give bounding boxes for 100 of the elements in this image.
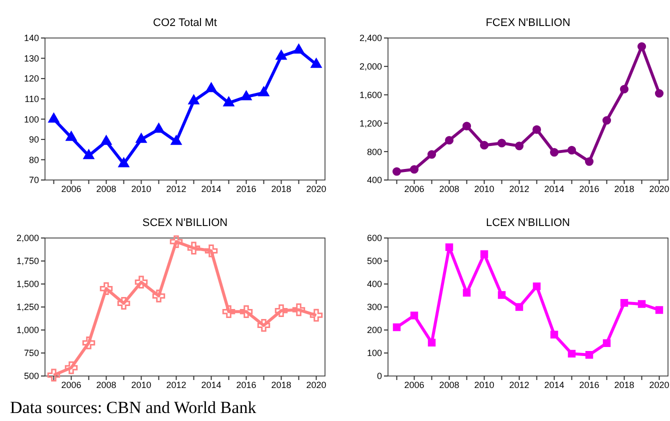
x-tick-label: 2016 — [236, 184, 256, 194]
y-tick-label: 70 — [28, 175, 39, 186]
point — [240, 90, 252, 100]
point — [117, 296, 130, 310]
point — [515, 303, 524, 311]
point — [410, 165, 419, 174]
chart-title: LCEX N'BILLION — [486, 217, 570, 229]
x-tick-label: 2020 — [306, 184, 326, 194]
x-tick-label: 2016 — [236, 380, 256, 390]
point — [428, 338, 436, 347]
x-tick-label: 2012 — [509, 380, 530, 390]
y-tick-label: 2,000 — [16, 233, 39, 244]
point — [170, 235, 183, 248]
y-tick-label: 90 — [28, 134, 39, 145]
chart-title: CO2 Total Mt — [153, 17, 217, 29]
point — [276, 50, 287, 60]
x-tick-label: 2016 — [579, 184, 600, 194]
x-tick-label: 2012 — [166, 184, 186, 194]
point — [118, 157, 130, 168]
point — [82, 336, 96, 350]
point — [152, 290, 166, 302]
point — [188, 94, 200, 104]
x-tick-label: 2006 — [404, 380, 424, 390]
point — [83, 149, 94, 160]
point — [445, 243, 454, 252]
point — [444, 136, 454, 145]
point — [620, 84, 629, 94]
point — [222, 305, 236, 318]
point — [170, 135, 182, 145]
y-tick-label: 100 — [366, 348, 382, 358]
point — [136, 133, 147, 143]
point — [497, 138, 506, 148]
y-tick-label: 130 — [24, 53, 39, 64]
chart-title: SCEX N'BILLION — [142, 217, 228, 229]
x-tick-label: 2010 — [131, 380, 152, 390]
point — [134, 276, 148, 289]
point — [550, 330, 558, 338]
point — [602, 339, 611, 347]
y-tick-label: 80 — [28, 154, 39, 165]
point — [206, 82, 217, 92]
point — [100, 282, 113, 295]
x-tick-label: 2016 — [579, 380, 600, 390]
point — [258, 86, 270, 96]
point — [392, 323, 401, 332]
x-tick-label: 2006 — [404, 184, 424, 194]
y-tick-label: 2,400 — [359, 33, 382, 44]
point — [655, 306, 664, 314]
y-tick-label: 2,000 — [359, 62, 382, 72]
point — [638, 300, 646, 308]
x-tick-label: 2020 — [649, 184, 670, 194]
y-tick-label: 1,250 — [16, 302, 39, 312]
x-tick-label: 2018 — [271, 380, 292, 390]
y-tick-label: 400 — [366, 175, 382, 186]
point — [410, 312, 418, 320]
point — [66, 131, 77, 141]
x-tick-label: 2012 — [166, 380, 186, 390]
point — [292, 303, 306, 316]
x-tick-label: 2010 — [131, 184, 152, 194]
y-tick-label: 120 — [24, 74, 39, 84]
x-tick-label: 2018 — [271, 184, 292, 194]
y-tick-label: 300 — [366, 302, 382, 312]
y-tick-label: 200 — [366, 325, 382, 336]
point — [462, 288, 471, 297]
x-tick-label: 2014 — [544, 380, 564, 390]
y-tick-label: 1,600 — [359, 90, 382, 100]
point — [532, 282, 541, 290]
x-tick-label: 2012 — [509, 184, 530, 194]
x-tick-label: 2008 — [439, 380, 460, 390]
point — [602, 116, 612, 125]
x-tick-label: 2010 — [474, 380, 494, 390]
y-tick-label: 0 — [376, 371, 382, 382]
point — [204, 244, 218, 258]
x-tick-label: 2018 — [614, 184, 634, 194]
x-tick-label: 2014 — [201, 184, 222, 194]
y-tick-label: 500 — [24, 371, 39, 382]
x-tick-label: 2008 — [439, 184, 460, 194]
point — [620, 299, 628, 307]
x-tick-label: 2006 — [61, 380, 82, 390]
x-tick-label: 2006 — [61, 184, 82, 194]
x-tick-label: 2014 — [544, 184, 564, 194]
x-tick-label: 2018 — [614, 380, 634, 390]
point — [392, 167, 402, 176]
point — [274, 304, 288, 318]
x-tick-label: 2008 — [96, 380, 116, 390]
point — [240, 305, 253, 318]
x-tick-label: 2010 — [474, 184, 494, 194]
point — [47, 368, 60, 382]
y-tick-label: 750 — [24, 348, 39, 358]
point — [567, 146, 576, 154]
point — [310, 308, 323, 322]
x-tick-label: 2008 — [96, 184, 116, 194]
point — [532, 125, 542, 134]
point — [153, 122, 164, 133]
point — [48, 112, 60, 123]
x-tick-label: 2020 — [306, 380, 326, 390]
point — [498, 291, 506, 299]
y-tick-label: 100 — [24, 114, 39, 124]
x-tick-label: 2014 — [201, 380, 222, 390]
point — [654, 89, 664, 98]
point — [427, 150, 436, 159]
